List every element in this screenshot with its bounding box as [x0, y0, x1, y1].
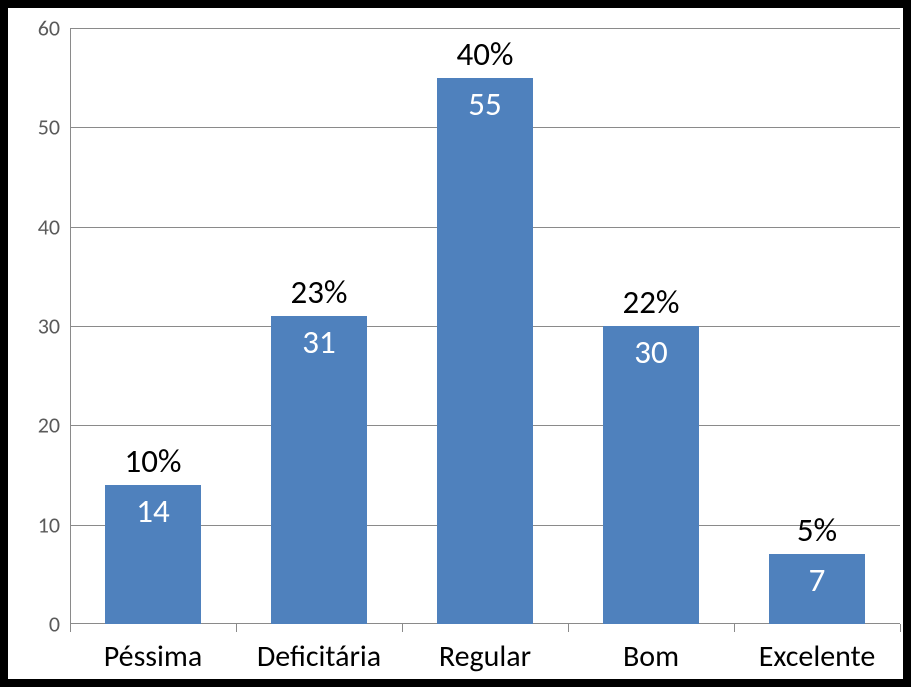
bar: 30 [603, 326, 699, 624]
gridline [70, 28, 900, 29]
bar: 14 [105, 485, 201, 624]
x-tick-mark [734, 624, 735, 632]
bar-percent-label: 5% [769, 510, 865, 550]
y-tick-label: 20 [38, 412, 60, 439]
y-tick-label: 10 [38, 511, 60, 538]
bar-value-label: 31 [271, 322, 367, 362]
bar: 7 [769, 554, 865, 624]
bar-value-label: 14 [105, 491, 201, 531]
y-tick-label: 30 [38, 313, 60, 340]
bar-value-label: 30 [603, 332, 699, 372]
bar-value-label: 7 [769, 560, 865, 600]
bar: 55 [437, 78, 533, 624]
bar: 31 [271, 316, 367, 624]
y-tick-label: 50 [38, 114, 60, 141]
x-tick-mark [236, 624, 237, 632]
x-tick-mark [900, 624, 901, 632]
bar-value-label: 55 [437, 84, 533, 124]
y-tick-label: 40 [38, 213, 60, 240]
x-tick-label: Excelente [759, 638, 876, 675]
bar-percent-label: 40% [437, 34, 533, 74]
chart-frame: 14 10% 31 23% 55 40% 30 22% 7 5% 0 10 20 30 40 50 60 Pés… [0, 0, 911, 687]
y-tick-label: 0 [49, 611, 60, 638]
x-tick-label: Deficitária [257, 638, 381, 675]
x-tick-label: Péssima [104, 638, 203, 675]
x-tick-mark [402, 624, 403, 632]
bar-percent-label: 10% [105, 441, 201, 481]
x-tick-label: Bom [623, 638, 679, 675]
x-tick-mark [70, 624, 71, 632]
bar-percent-label: 22% [603, 282, 699, 322]
x-tick-mark [568, 624, 569, 632]
bar-percent-label: 23% [271, 272, 367, 312]
y-tick-label: 60 [38, 15, 60, 42]
x-tick-label: Regular [439, 638, 531, 675]
plot-area: 14 10% 31 23% 55 40% 30 22% 7 5% [70, 28, 900, 624]
